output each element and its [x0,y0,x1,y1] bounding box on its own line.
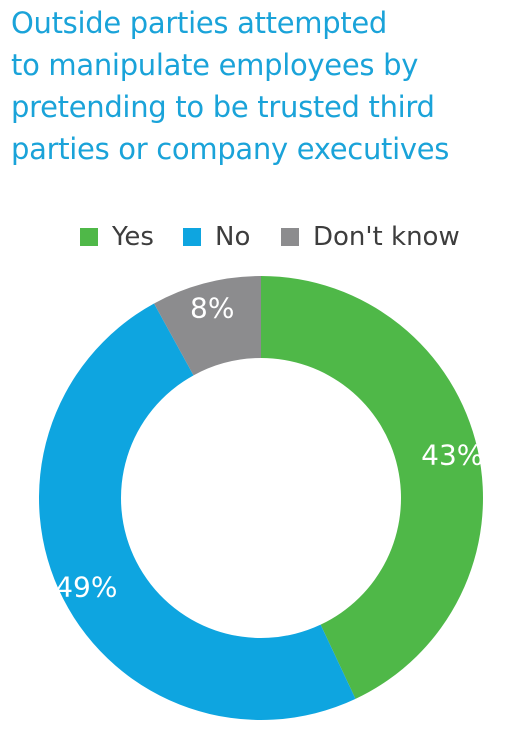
chart-title: Outside parties attempted to manipulate … [11,2,516,170]
donut-slice-no [39,303,356,720]
chart-title-line: pretending to be trusted third [11,90,435,124]
data-label-dont-know: 8% [190,292,234,325]
data-label-no: 49% [55,570,117,603]
data-label-yes: 43% [421,439,483,472]
chart-title-line: to manipulate employees by [11,48,419,82]
legend-label-no: No [215,222,251,252]
legend-item-yes: Yes [80,218,154,256]
chart-title-line: parties or company executives [11,132,450,166]
donut-slice-yes [261,276,483,699]
legend-swatch-no [183,228,201,246]
chart-title-line: Outside parties attempted [11,6,388,40]
legend-item-no: No [183,218,250,256]
chart-legend: Yes No Don't know [0,218,523,256]
donut-slice-dont-know [154,276,261,376]
legend-item-dont-know: Don't know [281,218,460,256]
legend-label-yes: Yes [112,222,154,252]
legend-swatch-dont-know [281,228,299,246]
legend-swatch-yes [80,228,98,246]
legend-label-dont-know: Don't know [313,222,460,252]
